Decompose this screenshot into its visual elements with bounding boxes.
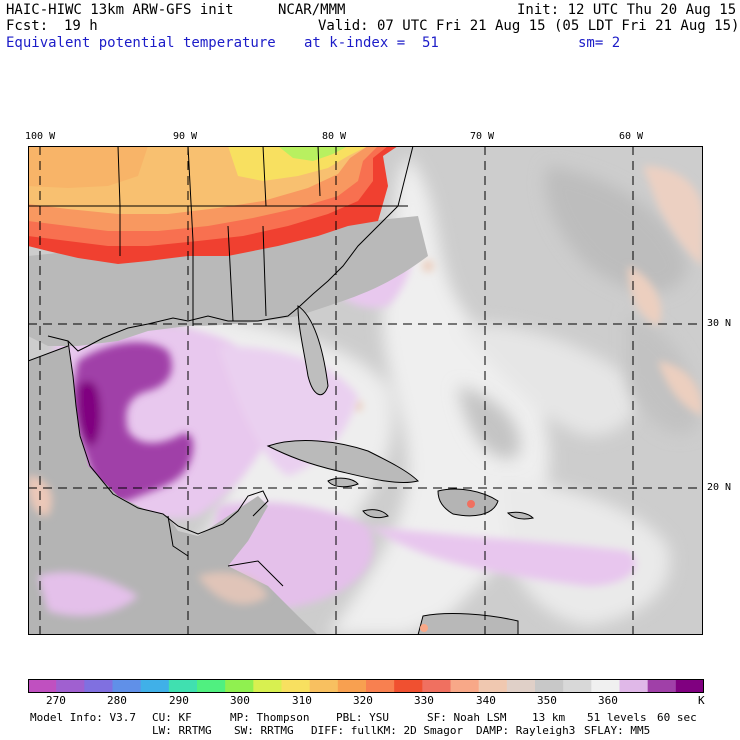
model-info-cu: CU: KF bbox=[152, 711, 192, 724]
colorbar-swatch bbox=[563, 679, 592, 693]
lon-label-70w: 70 W bbox=[470, 131, 495, 142]
plot-title: HAIC-HIWC 13km ARW-GFS init bbox=[6, 2, 234, 18]
colorbar-label-330: 330 bbox=[414, 694, 434, 707]
lat-label-20n: 20 N bbox=[707, 482, 732, 493]
init-time: Init: 12 UTC Thu 20 Aug 15 bbox=[517, 2, 737, 18]
colorbar-swatch bbox=[619, 679, 649, 693]
forecast-hour: 19 h bbox=[64, 18, 98, 34]
colorbar bbox=[28, 679, 704, 693]
colorbar-unit: K bbox=[698, 694, 705, 707]
model-info-sw: SW: RRTMG bbox=[234, 724, 294, 737]
colorbar-swatch bbox=[225, 679, 254, 693]
colorbar-frame bbox=[28, 679, 704, 693]
atlantic-warm-patches bbox=[353, 166, 703, 416]
model-info-mp: MP: Thompson bbox=[230, 711, 310, 724]
colorbar-swatch bbox=[535, 679, 564, 693]
model-info-version: Model Info: V3.7 bbox=[30, 711, 136, 724]
level-label: at k-index = 51 bbox=[304, 35, 439, 51]
caribbean-islands bbox=[266, 305, 535, 635]
model-info-pbl: PBL: YSU bbox=[336, 711, 389, 724]
valid-time: Valid: 07 UTC Fri 21 Aug 15 (05 LDT Fri … bbox=[318, 18, 740, 34]
colorbar-swatch bbox=[197, 679, 226, 693]
colorbar-label-280: 280 bbox=[107, 694, 127, 707]
colorbar-label-270: 270 bbox=[46, 694, 66, 707]
colorbar-swatch bbox=[56, 679, 85, 693]
model-info-timestep: 60 sec bbox=[657, 711, 697, 724]
mexico-central-america-land bbox=[28, 346, 318, 635]
model-info-sf: SF: Noah LSM bbox=[427, 711, 507, 724]
model-info-km: KM: 2D Smagor bbox=[377, 724, 464, 737]
field-name: Equivalent potential temperature bbox=[6, 35, 276, 51]
lat-lon-grid bbox=[28, 146, 703, 635]
colorbar-label-300: 300 bbox=[230, 694, 250, 707]
colorbar-swatch bbox=[84, 679, 113, 693]
lon-label-90w: 90 W bbox=[173, 131, 198, 142]
colorbar-swatch bbox=[28, 679, 57, 693]
colorbar-swatch bbox=[647, 679, 677, 693]
colorbar-swatch bbox=[591, 679, 620, 693]
colorbar-label-350: 350 bbox=[537, 694, 557, 707]
lon-label-80w: 80 W bbox=[322, 131, 347, 142]
center-label: NCAR/MMM bbox=[278, 2, 346, 18]
colorbar-label-360: 360 bbox=[598, 694, 618, 707]
continental-warm-band bbox=[28, 146, 398, 264]
colorbar-swatch bbox=[281, 679, 311, 693]
colorbar-swatch bbox=[675, 679, 704, 693]
forecast-label: Fcst: bbox=[6, 18, 49, 34]
lon-label-60w: 60 W bbox=[619, 131, 644, 142]
colorbar-swatch bbox=[366, 679, 395, 693]
colorbar-swatch bbox=[422, 679, 451, 693]
gulf-purple-core bbox=[72, 342, 194, 503]
model-info-sflay: SFLAY: MM5 bbox=[584, 724, 651, 737]
lon-label-100w: 100 W bbox=[25, 131, 56, 142]
colorbar-swatch bbox=[506, 679, 536, 693]
colorbar-swatch bbox=[112, 679, 142, 693]
colorbar-swatch bbox=[253, 679, 282, 693]
colorbar-swatch bbox=[140, 679, 170, 693]
colorbar-label-320: 320 bbox=[353, 694, 373, 707]
model-info-levels: 51 levels bbox=[587, 711, 647, 724]
theta-e-map bbox=[28, 146, 703, 635]
colorbar-label-310: 310 bbox=[292, 694, 312, 707]
model-info-resolution: 13 km bbox=[532, 711, 566, 724]
smoothing-label: sm= 2 bbox=[578, 35, 621, 51]
colorbar-swatch bbox=[337, 679, 367, 693]
colorbar-label-340: 340 bbox=[476, 694, 496, 707]
model-info-lw: LW: RRTMG bbox=[152, 724, 212, 737]
colorbar-swatch bbox=[478, 679, 508, 693]
colorbar-label-290: 290 bbox=[169, 694, 189, 707]
colorbar-swatch bbox=[450, 679, 480, 693]
colorbar-swatch bbox=[168, 679, 198, 693]
colorbar-swatch bbox=[309, 679, 339, 693]
lat-label-30n: 30 N bbox=[707, 318, 732, 329]
model-info-damp: DAMP: Rayleigh3 bbox=[476, 724, 576, 737]
atlantic-gray-patches bbox=[458, 166, 698, 459]
map-frame bbox=[28, 146, 703, 635]
model-info-diff: DIFF: full bbox=[311, 724, 378, 737]
coastlines-and-borders bbox=[28, 146, 414, 587]
colorbar-swatch bbox=[394, 679, 423, 693]
